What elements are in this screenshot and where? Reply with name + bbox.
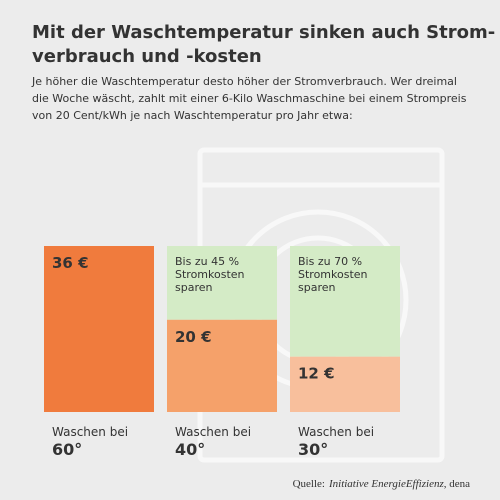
- value-label: 20 €: [175, 328, 212, 346]
- subtitle: die Woche wäscht, zahlt mit einer 6-Kilo…: [32, 92, 467, 105]
- x-tick-label: 60°: [52, 440, 82, 459]
- annotation: sparen: [298, 281, 336, 294]
- bar: [167, 319, 277, 412]
- source-part: , dena: [444, 478, 470, 490]
- annotation: Stromkosten: [298, 268, 368, 281]
- chart-title: Mit der Waschtemperatur sinken auch Stro…: [32, 22, 495, 43]
- annotation: Stromkosten: [175, 268, 245, 281]
- saving-area: [290, 246, 400, 357]
- annotation: Bis zu 45 %: [175, 255, 239, 268]
- category-caption: Waschen bei: [175, 425, 251, 439]
- subtitle: von 20 Cent/kWh je nach Waschtemperatur …: [32, 109, 353, 122]
- category-caption: Waschen bei: [298, 425, 374, 439]
- bar: [290, 356, 400, 412]
- subtitle: Je höher die Waschtemperatur desto höher…: [31, 75, 457, 88]
- source-part: Initiative EnergieEffizienz: [328, 478, 444, 490]
- annotation: sparen: [175, 281, 213, 294]
- bar: [44, 246, 154, 412]
- saving-area: [167, 246, 277, 320]
- x-tick-label: 40°: [175, 440, 205, 459]
- value-label: 12 €: [298, 365, 335, 383]
- source-part: Quelle:: [293, 478, 325, 490]
- source: Quelle: Initiative EnergieEffizienz, dena: [293, 478, 471, 490]
- x-tick-label: 30°: [298, 440, 328, 459]
- category-caption: Waschen bei: [52, 425, 128, 439]
- value-label: 36 €: [52, 254, 89, 272]
- chart-title: verbrauch und -kosten: [32, 46, 262, 67]
- annotation: Bis zu 70 %: [298, 255, 362, 268]
